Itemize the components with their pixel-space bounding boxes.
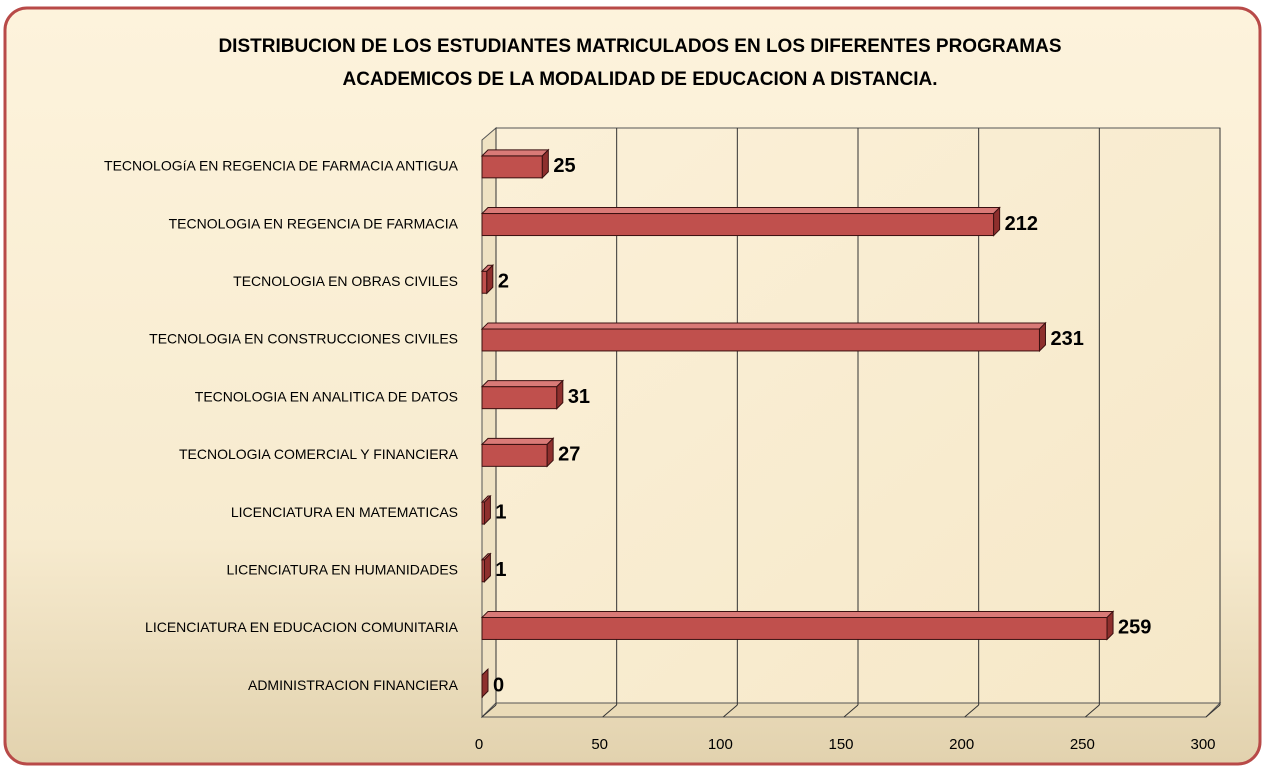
bar-side [483,552,491,583]
x-tick-label: 250 [1070,736,1095,753]
data-label: 31 [568,386,590,408]
y-tick-label: TECNOLOGIA EN OBRAS CIVILES [233,273,458,289]
bar-side [486,264,494,295]
data-label: 25 [553,155,575,177]
bar [481,270,488,294]
data-label: 0 [493,674,504,696]
x-tick-label: 300 [1190,736,1215,753]
bar-side [1106,610,1114,641]
bar-side [483,494,491,526]
data-label: 1 [495,559,506,581]
grid-line [964,704,979,718]
data-label: 1 [495,501,506,523]
data-label: 231 [1050,328,1083,350]
bar [481,155,543,179]
y-tick-label: TECNOLOGIA COMERCIAL Y FINANCIERA [179,446,459,462]
x-tick-label: 50 [591,736,608,753]
bar-side [1038,321,1046,353]
x-tick-label: 200 [949,736,974,753]
y-tick-label: LICENCIATURA EN HUMANIDADES [226,561,458,577]
x-tick-label: 150 [828,736,853,753]
data-label: 259 [1118,617,1151,639]
bar-top [480,207,1001,215]
grid-line [1085,704,1100,718]
bar-top [480,149,550,157]
bar [481,213,995,237]
y-tick-label: TECNOLOGIA EN REGENCIA DE FARMACIA [169,215,459,231]
x-tick-label: 100 [708,736,733,753]
y-tick-label: LICENCIATURA EN MATEMATICAS [231,504,458,520]
data-label: 2 [498,271,509,293]
y-tick-label: LICENCIATURA EN EDUCACION COMUNITARIA [145,619,459,635]
data-label: 212 [1005,213,1038,235]
bar [481,616,1108,640]
y-tick-label: TECNOLOGIA EN ANALITICA DE DATOS [195,388,458,404]
y-tick-label: TECNOLOGIA EN CONSTRUCCIONES CIVILES [149,331,458,347]
bar-top [480,322,1047,330]
bar [481,386,558,410]
bar-side [481,667,489,699]
grid-line [723,704,738,718]
bar-top [480,437,555,445]
data-label: 27 [558,444,580,466]
grid-line [481,704,497,718]
x-tick-label: 0 [475,736,483,753]
bar [481,443,548,467]
y-tick-label: TECNOLOGíA EN REGENCIA DE FARMACIA ANTIG… [104,158,459,174]
floor [480,702,1222,718]
bar-side [541,148,549,180]
bar-top [480,610,1115,618]
chart-title: ACADEMICOS DE LA MODALIDAD DE EDUCACION … [343,69,938,90]
bar-side [993,206,1001,237]
grid-line [843,704,859,718]
grid-line [602,704,617,718]
grid-line [1205,704,1221,718]
chart-title: DISTRIBUCION DE LOS ESTUDIANTES MATRICUL… [218,36,1061,57]
y-tick-label: ADMINISTRACION FINANCIERA [248,677,459,693]
bar-side [556,379,564,410]
bar [481,328,1040,352]
bar-top [480,380,565,388]
bar-side [546,437,554,468]
